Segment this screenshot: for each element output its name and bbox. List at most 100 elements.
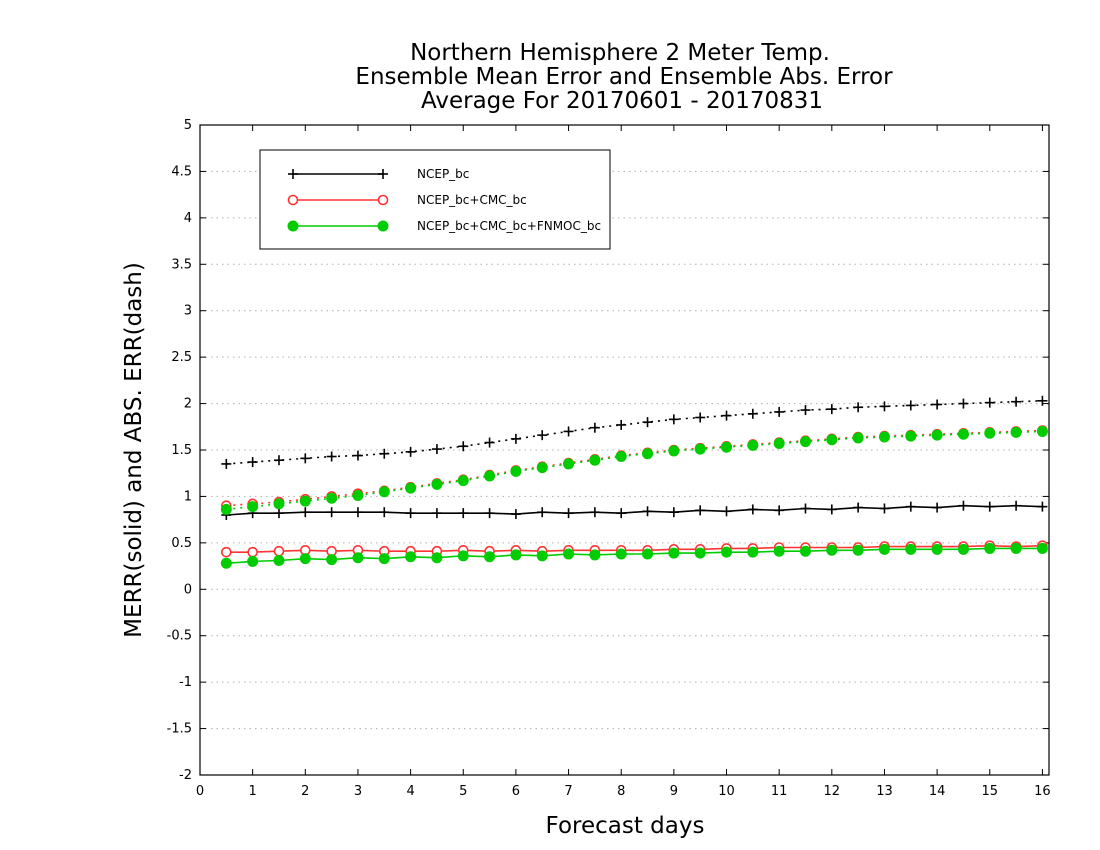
- series-0-abs-err-point: [589, 422, 600, 433]
- series-0-merr-point: [905, 501, 916, 512]
- series-0-merr-line: [226, 504, 1043, 516]
- series-0-merr-point: [405, 508, 416, 519]
- legend: NCEP_bc NCEP_bc+CMC_bc NCEP_bc+CMC_bc+FNMO…: [259, 149, 611, 250]
- series-0-merr-point: [510, 509, 521, 520]
- series-2-merr-point: [273, 555, 285, 566]
- x-tick-label: 5: [459, 784, 467, 799]
- series-0: [221, 395, 1048, 520]
- axis-ticks: -2-1.5-1-0.500.511.522.533.544.550 1 2 3 4 5 6…: [167, 118, 1051, 799]
- chart-title-line-2: Ensemble Mean Error and Ensemble Abs. Er…: [355, 64, 893, 90]
- x-tick-label: 16: [1034, 784, 1051, 799]
- x-tick-label: 15: [981, 784, 998, 799]
- series-2-abs-err-point: [721, 441, 733, 453]
- legend-marker: [287, 194, 299, 206]
- series-2-merr-point: [852, 544, 864, 556]
- series-0-abs-err-point: [879, 401, 890, 412]
- series-2: [220, 425, 1048, 569]
- series-2-abs-err-point: [457, 475, 469, 487]
- series-0-merr-point: [668, 507, 679, 518]
- series-2-abs-err-point: [799, 436, 811, 448]
- series-0-abs-err-point: [642, 417, 653, 428]
- x-tick-label: 2: [301, 784, 309, 799]
- series-2-merr-point: [984, 542, 996, 554]
- series-0-merr-point: [326, 507, 337, 518]
- series-2-merr-point: [352, 552, 364, 564]
- legend-marker: [377, 194, 389, 206]
- series-1-abs-err-line: [226, 429, 1043, 507]
- series-0-merr-point: [379, 507, 390, 518]
- series-2-merr-point: [668, 547, 680, 559]
- series-2-merr-point: [405, 551, 417, 563]
- series-2-abs-err-point: [747, 439, 759, 451]
- series-0-abs-err-point: [695, 412, 706, 423]
- series-2-merr-point: [931, 543, 943, 555]
- legend-marker: [378, 169, 388, 179]
- x-tick-label: 4: [406, 784, 414, 799]
- series-2-merr-point: [957, 543, 969, 555]
- series-2-merr-point: [589, 549, 601, 561]
- series-0-merr-point: [458, 508, 469, 519]
- series-0-merr-point: [431, 508, 442, 519]
- y-tick-label: 2.5: [171, 350, 192, 365]
- series-2-merr-point: [615, 548, 627, 560]
- series-0-merr-point: [484, 508, 495, 519]
- y-tick-label: -0.5: [167, 629, 192, 644]
- series-0-merr-point: [826, 504, 837, 515]
- series-2-merr-point: [1036, 542, 1048, 554]
- series-0-abs-err-line: [226, 399, 1043, 465]
- series-2-merr-point: [773, 545, 785, 557]
- series-2-abs-err-point: [273, 498, 285, 510]
- series-2-abs-err-point: [563, 458, 575, 470]
- series-2-abs-err-point: [931, 429, 943, 441]
- legend-label: NCEP_bc: [417, 167, 469, 181]
- series-2-abs-err-point: [220, 503, 232, 515]
- series-2-merr-point: [826, 544, 838, 556]
- series-2-merr-point: [642, 548, 654, 560]
- series-2-abs-err-point: [615, 451, 627, 462]
- grid: [200, 124, 1049, 776]
- x-tick-label: 3: [354, 784, 362, 799]
- series-2-abs-err-point: [536, 462, 548, 474]
- series-0-merr-point: [879, 503, 890, 514]
- series-2-abs-err-point: [589, 454, 601, 466]
- series-0-merr-point: [589, 507, 600, 518]
- series-0-abs-err-point: [984, 397, 995, 408]
- series-0-abs-err-point: [800, 405, 811, 416]
- legend-marker: [288, 169, 298, 179]
- y-axis-label: MERR(solid) and ABS. ERR(dash): [121, 262, 147, 638]
- x-axis-label: Forecast days: [546, 813, 705, 839]
- series-0-merr-point: [300, 507, 311, 518]
- series-2-abs-err-point: [957, 428, 969, 440]
- series-2-merr-point: [563, 548, 575, 560]
- y-tick-label: -1: [179, 675, 192, 690]
- series-2-merr-point: [431, 552, 443, 564]
- series-0-merr-point: [932, 502, 943, 513]
- y-tick-label: 4: [184, 211, 192, 226]
- series-1-merr-point: [221, 546, 232, 558]
- series-0-merr-point: [1037, 501, 1048, 512]
- series-2-merr-point: [326, 554, 338, 566]
- series-0-merr-point: [352, 507, 363, 518]
- series-0-merr-point: [563, 508, 574, 519]
- x-tick-label: 10: [718, 784, 735, 799]
- series-2-abs-err-point: [484, 470, 496, 482]
- series-0-abs-err-point: [721, 410, 732, 421]
- series-group: [220, 395, 1048, 569]
- series-0-merr-point: [616, 508, 627, 519]
- y-tick-label: 1.5: [171, 443, 192, 458]
- y-tick-label: 3.5: [171, 257, 192, 272]
- series-2-abs-err-point: [773, 438, 785, 449]
- series-2-merr-point: [378, 553, 390, 565]
- series-2-abs-err-point: [326, 492, 338, 504]
- chart-title-line-1: Northern Hemisphere 2 Meter Temp.: [410, 40, 830, 66]
- series-2-abs-err-point: [694, 443, 706, 455]
- series-2-merr-point: [484, 551, 496, 563]
- legend-label: NCEP_bc+CMC_bc+FNMOC_bc: [417, 219, 601, 233]
- series-0-abs-err-point: [326, 451, 337, 462]
- series-0-abs-err-point: [826, 404, 837, 415]
- chart-title: Northern Hemisphere 2 Meter Temp. Ensemb…: [355, 40, 893, 114]
- series-0-abs-err-point: [221, 458, 232, 469]
- series-0-merr-point: [642, 506, 653, 517]
- series-2-abs-err-point: [1036, 425, 1048, 437]
